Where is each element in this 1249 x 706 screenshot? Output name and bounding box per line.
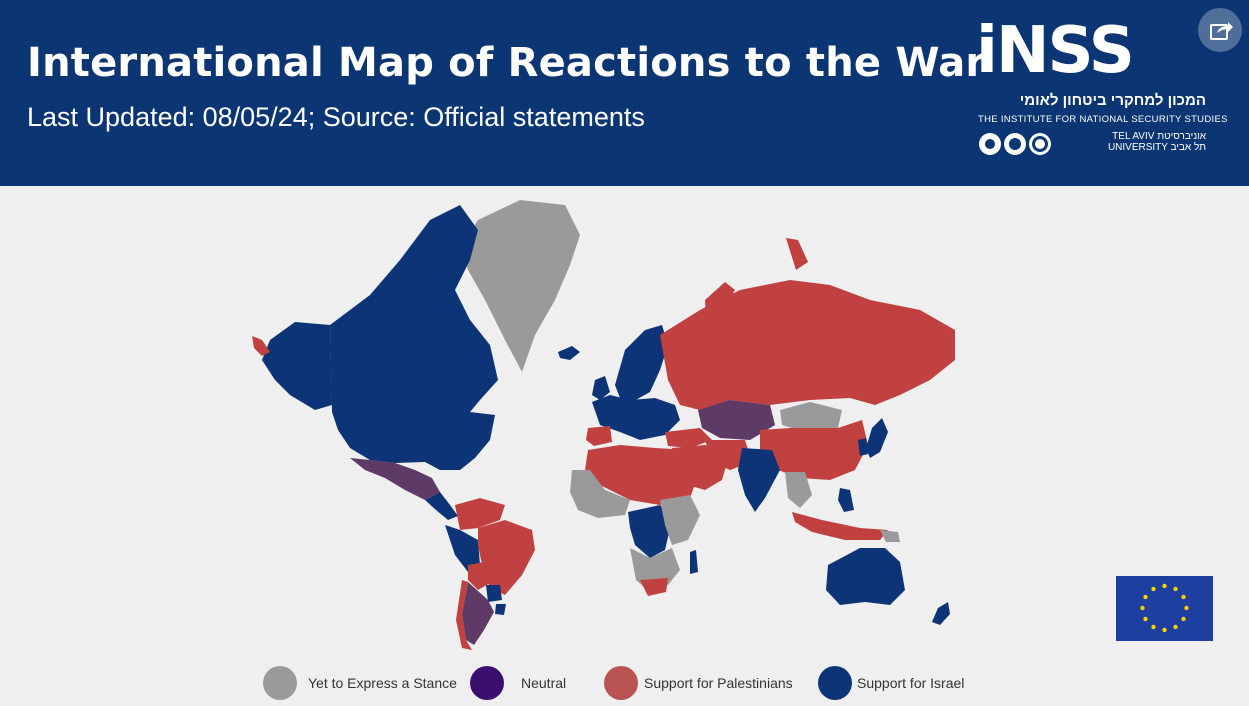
country-philippines[interactable] [838,488,854,512]
country-uruguay[interactable] [495,604,506,615]
country-russia[interactable] [660,280,955,410]
country-kazakhstan[interactable] [698,400,775,440]
legend-label-neutral: Neutral [521,675,567,691]
country-paraguay[interactable] [486,585,502,602]
logo-tau: TEL AVIV אוניברסיטת UNIVERSITY תל אביב [1108,131,1206,153]
country-uk[interactable] [592,376,610,400]
eu-flag-button[interactable] [1116,576,1213,641]
country-iceland[interactable] [558,346,580,360]
logo-circles-icon [979,133,1051,155]
country-aleutians[interactable] [252,336,270,356]
country-mexico[interactable] [350,458,440,500]
country-turkey[interactable] [665,428,712,448]
country-west-africa[interactable] [570,470,630,518]
country-mongolia[interactable] [780,402,842,432]
inss-logo: iNSS המכון למחקרי ביטחון לאומי THE INSTI… [976,14,1227,164]
country-china[interactable] [760,420,868,480]
country-southeast-asia[interactable] [785,472,812,508]
country-alaska[interactable] [262,322,332,410]
header-banner: International Map of Reactions to the Wa… [0,0,1249,186]
country-novaya-zemlya[interactable] [705,282,735,318]
country-colombia-venezuela[interactable] [455,498,505,530]
country-peru[interactable] [445,525,480,572]
country-canada[interactable] [330,205,498,412]
map-area [0,186,1249,706]
logo-tau-line1: TEL AVIV אוניברסיטת [1112,131,1206,142]
eu-flag-icon [1140,583,1189,633]
legend-label-israel: Support for Israel [857,675,965,691]
legend-item-israel: Support for Israel [818,665,964,701]
country-indonesia[interactable] [792,512,888,540]
country-argentina[interactable] [462,582,494,645]
country-korea[interactable] [858,438,868,456]
country-australia[interactable] [826,548,905,605]
country-chile[interactable] [456,580,472,650]
legend-label-palestinians: Support for Palestinians [644,675,793,691]
world-map [252,200,955,650]
country-central-africa[interactable] [628,505,672,558]
country-new-zealand[interactable] [932,602,950,625]
country-india[interactable] [738,448,780,512]
country-south-africa[interactable] [640,578,668,596]
country-madagascar[interactable] [690,550,698,574]
country-brazil[interactable] [478,520,535,595]
country-scandinavia[interactable] [615,325,668,402]
country-western-europe[interactable] [592,395,680,440]
page-title: International Map of Reactions to the Wa… [27,40,986,86]
country-spain[interactable] [586,426,612,446]
country-japan[interactable] [866,418,888,458]
country-severnaya[interactable] [786,238,808,270]
logo-tau-line2: UNIVERSITY תל אביב [1107,142,1206,153]
country-usa[interactable] [332,412,495,470]
logo-hebrew-name: המכון למחקרי ביטחון לאומי [1019,92,1206,109]
legend-dot-palestinians [604,666,638,700]
country-bolivia[interactable] [468,562,492,590]
legend-item-palestinians: Support for Palestinians [604,665,793,701]
legend-item-no-stance: Yet to Express a Stance [263,665,457,701]
share-icon [1210,22,1233,40]
share-button[interactable] [1198,8,1242,52]
logo-english-name: THE INSTITUTE FOR NATIONAL SECURITY STUD… [978,114,1228,125]
country-central-america[interactable] [425,492,458,520]
country-greenland[interactable] [462,200,580,372]
country-east-africa[interactable] [660,495,700,545]
country-north-africa[interactable] [585,445,700,505]
legend-dot-no-stance [263,666,297,700]
legend-label-no-stance: Yet to Express a Stance [308,675,457,691]
country-png[interactable] [880,530,900,542]
logo-wordmark: iNSS [976,14,1135,88]
legend-dot-neutral [470,666,504,700]
page-subtitle: Last Updated: 08/05/24; Source: Official… [27,102,645,132]
legend-item-neutral: Neutral [470,665,566,701]
legend-dot-israel [818,666,852,700]
